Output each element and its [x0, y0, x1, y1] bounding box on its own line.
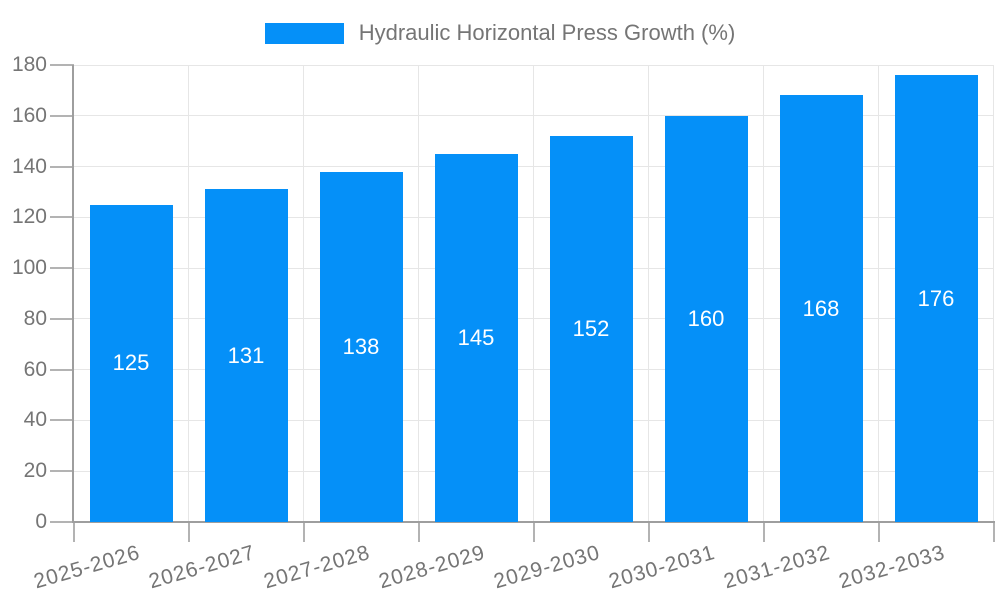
y-axis-tick	[49, 114, 74, 117]
bar[interactable]: 131	[204, 189, 288, 522]
gridline-vertical	[303, 65, 304, 522]
gridline-vertical	[763, 65, 764, 522]
bar-value-label: 176	[917, 285, 955, 311]
y-axis-label: 140	[11, 154, 47, 178]
bar[interactable]: 152	[549, 136, 633, 522]
y-axis-label: 60	[23, 357, 47, 381]
y-axis-label: 180	[11, 53, 47, 76]
bar[interactable]: 138	[319, 171, 403, 522]
y-axis-label: 20	[23, 459, 47, 483]
x-axis-label: 2026-2027	[145, 541, 258, 594]
y-axis-label: 160	[11, 103, 47, 127]
y-axis-tick	[49, 216, 74, 219]
x-axis-line	[72, 521, 995, 523]
x-axis-label: 2028-2029	[375, 541, 488, 594]
y-axis-label: 100	[11, 256, 47, 280]
y-axis-tick	[49, 521, 74, 523]
x-axis-tick	[187, 523, 190, 542]
bar-value-label: 168	[802, 295, 840, 321]
y-axis-label: 80	[23, 306, 47, 330]
y-axis-tick	[49, 64, 74, 66]
gridline-vertical	[188, 65, 189, 522]
bar-value-label: 125	[112, 350, 150, 376]
x-axis-tick	[72, 523, 75, 542]
bar-value-label: 138	[342, 333, 380, 359]
y-axis-tick	[49, 317, 74, 320]
y-axis-tick	[49, 165, 74, 168]
bar-value-label: 152	[572, 316, 610, 342]
x-axis-label: 2030-2031	[605, 541, 718, 594]
x-axis-label: 2032-2033	[835, 541, 948, 594]
x-axis-tick	[762, 523, 765, 542]
gridline-vertical	[418, 65, 419, 522]
x-axis-tick	[532, 523, 535, 542]
bar[interactable]: 145	[434, 153, 518, 522]
legend[interactable]: Hydraulic Horizontal Press Growth (%)	[0, 19, 1000, 47]
gridline-vertical	[878, 65, 879, 522]
bar-value-label: 145	[457, 324, 495, 350]
y-axis-tick	[49, 419, 74, 422]
bar[interactable]: 125	[89, 204, 173, 522]
bar[interactable]: 176	[894, 75, 978, 522]
bar[interactable]: 160	[664, 115, 748, 522]
y-axis-line	[72, 65, 74, 522]
x-axis-tick	[877, 523, 880, 542]
y-axis-label: 40	[23, 408, 47, 432]
x-axis-label: 2027-2028	[260, 541, 373, 594]
x-axis-label: 2029-2030	[490, 541, 603, 594]
x-axis-label: 2025-2026	[30, 541, 143, 594]
gridline-vertical	[648, 65, 649, 522]
y-axis-tick	[49, 267, 74, 270]
gridline-vertical	[533, 65, 534, 522]
x-axis-tick	[302, 523, 305, 542]
bar-value-label: 131	[227, 342, 265, 368]
legend-swatch[interactable]	[264, 22, 344, 44]
legend-label: Hydraulic Horizontal Press Growth (%)	[358, 20, 736, 45]
y-axis-label: 120	[11, 205, 47, 229]
gridline-vertical	[993, 65, 994, 522]
bar-value-label: 160	[687, 305, 725, 331]
y-axis-tick	[49, 470, 74, 473]
x-axis-tick	[992, 523, 995, 542]
x-axis-tick	[647, 523, 650, 542]
x-axis-label: 2031-2032	[720, 541, 833, 594]
y-axis-label: 0	[35, 510, 47, 533]
x-axis-tick	[417, 523, 420, 542]
y-axis-tick	[49, 368, 74, 371]
bar[interactable]: 168	[779, 95, 863, 522]
